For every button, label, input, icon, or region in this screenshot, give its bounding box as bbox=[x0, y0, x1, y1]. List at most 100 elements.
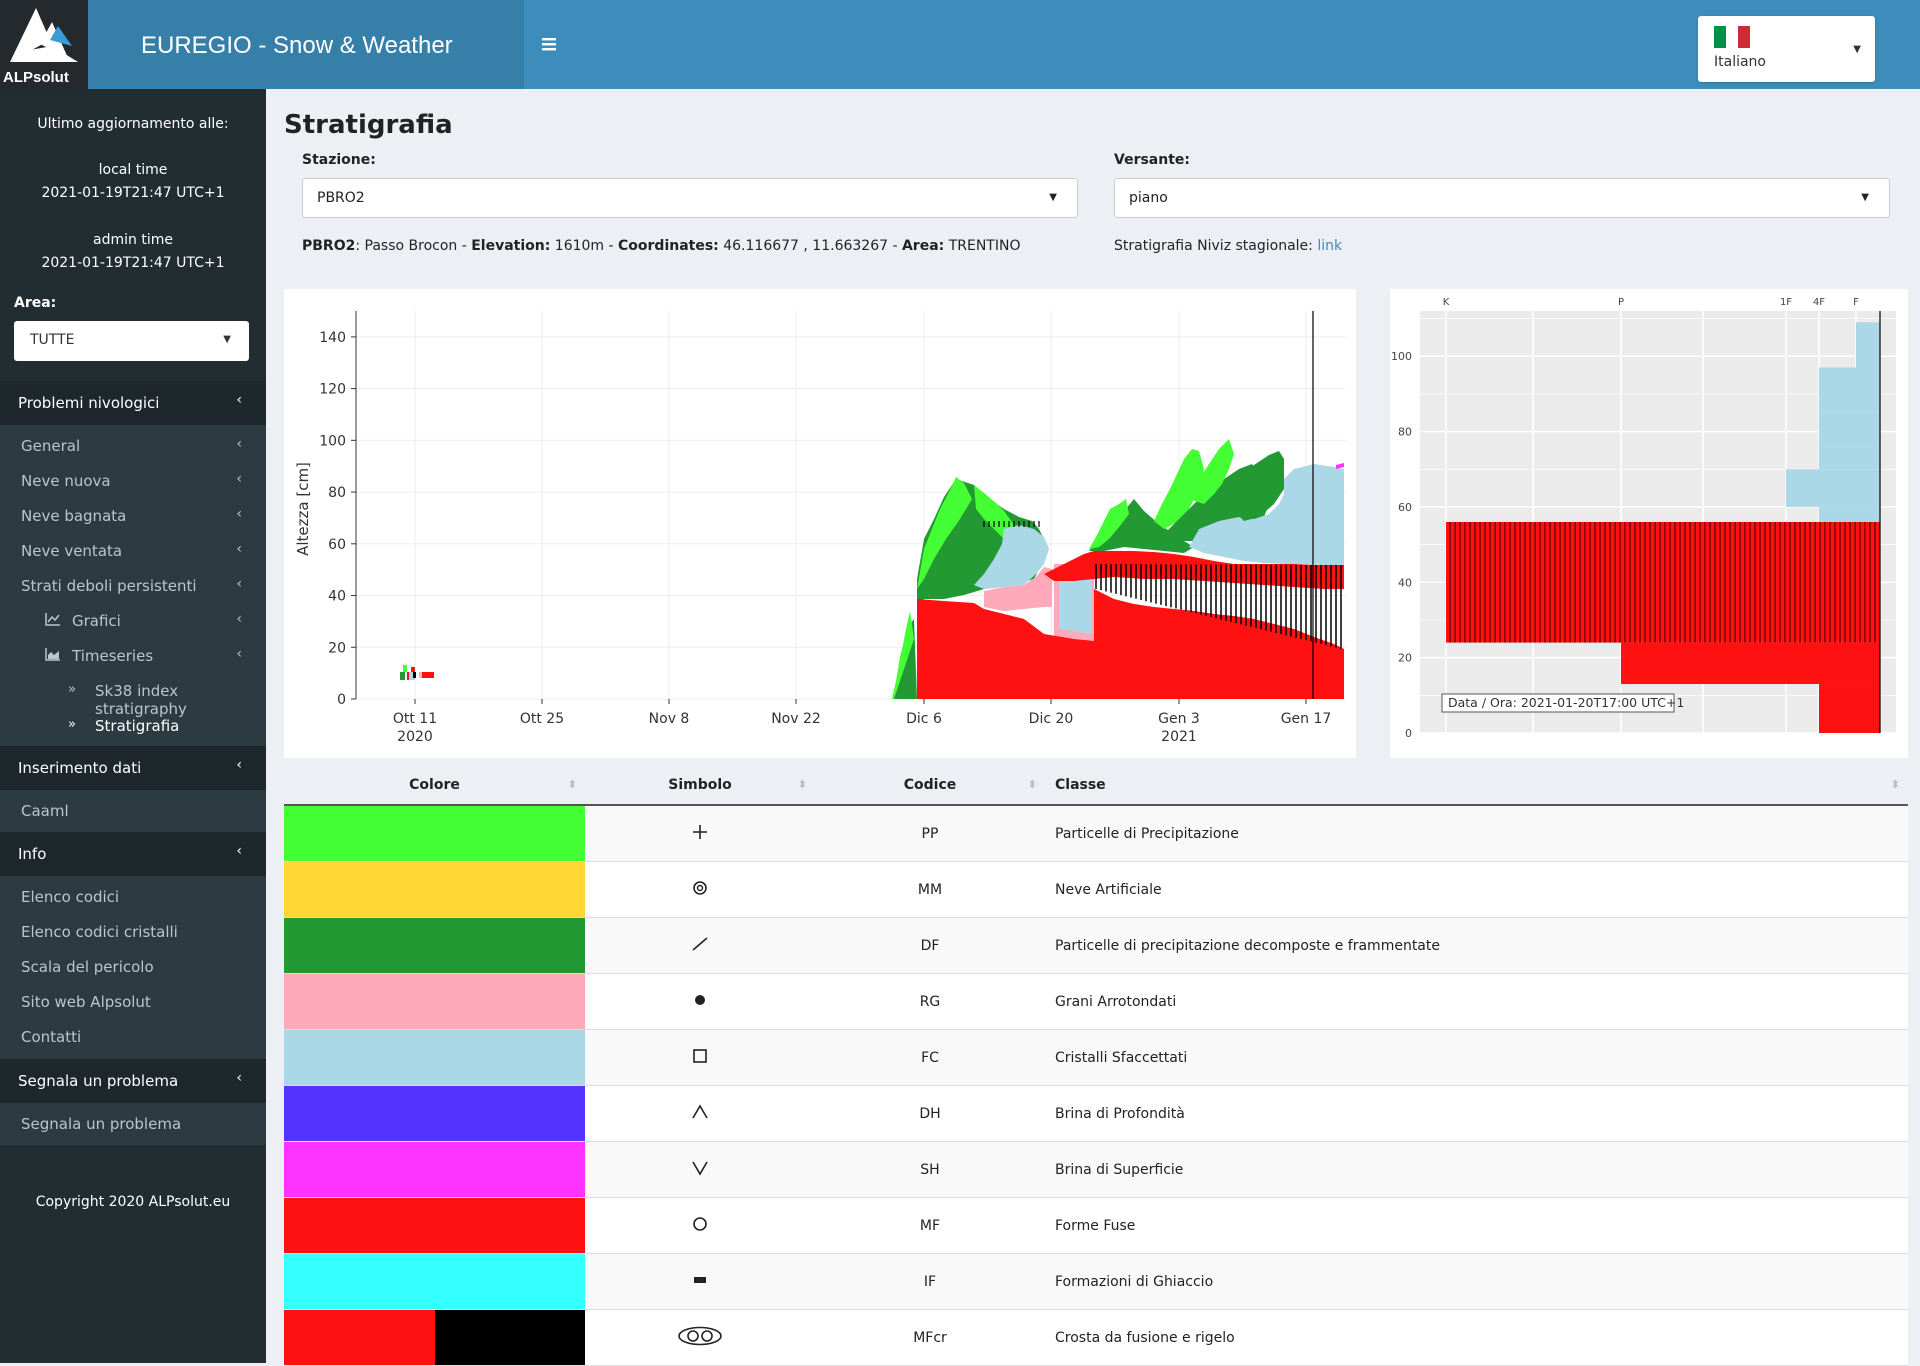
code-cell: DF bbox=[815, 917, 1045, 974]
sidebar-item-timeseries[interactable]: Timeseries ‹ bbox=[0, 639, 266, 674]
symbol-cell bbox=[585, 917, 815, 974]
caret-up-symbol-icon bbox=[692, 1103, 708, 1118]
x-tick-label: Dic 20 bbox=[1029, 711, 1074, 727]
sidebar-item-stratigrafia[interactable]: » Stratigrafia bbox=[0, 709, 266, 744]
sidebar-item-general[interactable]: General ‹ bbox=[0, 429, 266, 464]
y-tick-label: 80 bbox=[328, 485, 346, 501]
hardness-profile-panel: 0 20 40 60 80 100 K P 1F 4F F Data / Ora: 2021-01-… bbox=[1390, 289, 1908, 758]
area-label: Area: bbox=[14, 295, 57, 311]
symbol-cell bbox=[585, 1141, 815, 1198]
niviz-link[interactable]: link bbox=[1317, 238, 1343, 254]
sidebar-item-elenco-codici-cristalli[interactable]: Elenco codici cristalli bbox=[0, 915, 266, 950]
area-select[interactable]: TUTTE ▼ bbox=[14, 321, 249, 361]
submenu-info: Elenco codici Elenco codici cristalli Sc… bbox=[0, 876, 266, 1059]
chevron-left-icon: ‹ bbox=[236, 471, 242, 487]
niviz-info: Stratigrafia Niviz stagionale: link bbox=[1114, 238, 1342, 254]
class-cell: Formazioni di Ghiaccio bbox=[1045, 1253, 1908, 1310]
sidebar-item-label: Neve nuova bbox=[21, 472, 111, 490]
layer-fc-jan bbox=[1189, 464, 1344, 565]
hardness-layer-bar bbox=[1856, 322, 1880, 368]
color-swatch bbox=[284, 974, 585, 1029]
x-tick-label: 4F bbox=[1813, 297, 1825, 308]
column-header-simbolo[interactable]: Simbolo ⬍ bbox=[585, 765, 815, 806]
table-row: DH Brina di Profondità bbox=[284, 1085, 1908, 1142]
symbol-cell bbox=[585, 1197, 815, 1254]
x-tick-label: Ott 25 bbox=[520, 711, 564, 727]
aspect-select[interactable]: piano ▼ bbox=[1114, 178, 1890, 218]
x-tick-label: P bbox=[1618, 297, 1624, 308]
color-swatch bbox=[284, 918, 585, 973]
slash-symbol-icon bbox=[692, 936, 708, 951]
layer-pp-jan2 bbox=[1189, 439, 1234, 504]
double-ring-symbol-icon bbox=[678, 1326, 722, 1345]
station-name: : Passo Brocon - bbox=[355, 238, 472, 254]
sidebar-item-contatti[interactable]: Contatti bbox=[0, 1020, 266, 1055]
layer-df-jan2 bbox=[1234, 451, 1284, 521]
table-row: MFcr Crosta da fusione e rigelo bbox=[284, 1309, 1908, 1366]
crystal-legend-table: Colore ⬍ Simbolo ⬍ Codice ⬍ Classe ⬍ PP Parti… bbox=[284, 765, 1908, 1366]
sidebar-item-segnala[interactable]: Segnala un problema bbox=[0, 1107, 266, 1142]
symbol-cell bbox=[585, 1253, 815, 1310]
color-swatch bbox=[284, 1254, 585, 1309]
chevron-left-icon: ‹ bbox=[236, 757, 242, 773]
hardness-profile-chart[interactable]: 0 20 40 60 80 100 K P 1F 4F F Data / Ora: 2021-01-… bbox=[1390, 289, 1908, 758]
language-selector[interactable]: Italiano ▼ bbox=[1698, 16, 1875, 82]
column-header-classe[interactable]: Classe ⬍ bbox=[1045, 765, 1908, 806]
layer-mark bbox=[403, 665, 407, 672]
symbol-cell bbox=[585, 1029, 815, 1086]
menu-info[interactable]: Info ‹ bbox=[0, 832, 266, 876]
x-tick-label: K bbox=[1443, 297, 1450, 308]
sidebar-item-scala-pericolo[interactable]: Scala del pericolo bbox=[0, 950, 266, 985]
sidebar-item-elenco-codici[interactable]: Elenco codici bbox=[0, 880, 266, 915]
sidebar-item-neve-ventata[interactable]: Neve ventata ‹ bbox=[0, 534, 266, 569]
x-tick-label: 1F bbox=[1780, 297, 1792, 308]
table-row: SH Brina di Superficie bbox=[284, 1141, 1908, 1198]
station-info: PBRO2: Passo Brocon - Elevation: 1610m -… bbox=[302, 238, 1020, 254]
coords-label: Coordinates: bbox=[618, 238, 719, 254]
sidebar-item-sito-web[interactable]: Sito web Alpsolut bbox=[0, 985, 266, 1020]
sidebar-item-label: Strati deboli persistenti bbox=[21, 577, 197, 595]
sidebar-item-sk38[interactable]: » Sk38 index stratigraphy bbox=[0, 674, 266, 718]
sort-icon: ⬍ bbox=[797, 778, 807, 791]
sidebar-item-neve-bagnata[interactable]: Neve bagnata ‹ bbox=[0, 499, 266, 534]
area-info-value: TRENTINO bbox=[944, 238, 1021, 254]
stratigraphy-chart-panel: 0 20 40 60 80 100 120 140 Ott 11 2020 Ott 25 Nov 8 N… bbox=[284, 289, 1356, 758]
layer-mark bbox=[411, 667, 415, 672]
sidebar-item-grafici[interactable]: Grafici ‹ bbox=[0, 604, 266, 639]
code-cell: PP bbox=[815, 805, 1045, 862]
column-header-codice[interactable]: Codice ⬍ bbox=[815, 765, 1045, 806]
layer-df-dec bbox=[1089, 499, 1194, 553]
station-code: PBRO2 bbox=[302, 238, 356, 254]
color-cell bbox=[284, 1309, 585, 1366]
x-tick-label: F bbox=[1853, 297, 1859, 308]
menu-problemi-nivologici[interactable]: Problemi nivologici ‹ bbox=[0, 381, 266, 425]
code-cell: RG bbox=[815, 973, 1045, 1030]
sidebar-item-neve-nuova[interactable]: Neve nuova ‹ bbox=[0, 464, 266, 499]
sidebar-item-caaml[interactable]: Caaml bbox=[0, 794, 266, 829]
coords-value: 46.116677 , 11.663267 - bbox=[718, 238, 902, 254]
color-cell bbox=[284, 973, 585, 1030]
layer-mark bbox=[419, 672, 422, 678]
menu-inserimento-dati[interactable]: Inserimento dati ‹ bbox=[0, 746, 266, 790]
stratigraphy-timeseries-chart[interactable]: 0 20 40 60 80 100 120 140 Ott 11 2020 Ott 25 Nov 8 N… bbox=[284, 289, 1356, 758]
y-tick-label: 40 bbox=[1398, 576, 1412, 589]
chevron-left-icon: ‹ bbox=[236, 576, 242, 592]
column-header-colore[interactable]: Colore ⬍ bbox=[284, 765, 585, 806]
layer-mark bbox=[428, 672, 434, 678]
code-cell: DH bbox=[815, 1085, 1045, 1142]
alpsolut-logo[interactable]: ALPsolut bbox=[0, 0, 88, 89]
layer-pp-early bbox=[892, 611, 914, 699]
hamburger-icon[interactable] bbox=[540, 36, 558, 52]
station-select[interactable]: PBRO2 ▼ bbox=[302, 178, 1078, 218]
caret-down-icon: ▼ bbox=[1049, 192, 1057, 203]
mountain-logo-icon bbox=[10, 8, 78, 62]
elevation-label: Elevation: bbox=[471, 238, 551, 254]
sidebar-item-strati-deboli[interactable]: Strati deboli persistenti ‹ bbox=[0, 569, 266, 604]
y-tick-label: 100 bbox=[319, 433, 346, 449]
class-cell: Particelle di precipitazione decomposte … bbox=[1045, 917, 1908, 974]
menu-segnala[interactable]: Segnala un problema ‹ bbox=[0, 1059, 266, 1103]
chart-axes: 0 20 40 60 80 100 120 140 Ott 11 2020 Ott 25 Nov 8 N… bbox=[319, 311, 1331, 745]
y-tick-label: 0 bbox=[1405, 727, 1412, 740]
y-tick-label: 140 bbox=[319, 330, 346, 346]
table-header-row: Colore ⬍ Simbolo ⬍ Codice ⬍ Classe ⬍ bbox=[284, 765, 1908, 806]
